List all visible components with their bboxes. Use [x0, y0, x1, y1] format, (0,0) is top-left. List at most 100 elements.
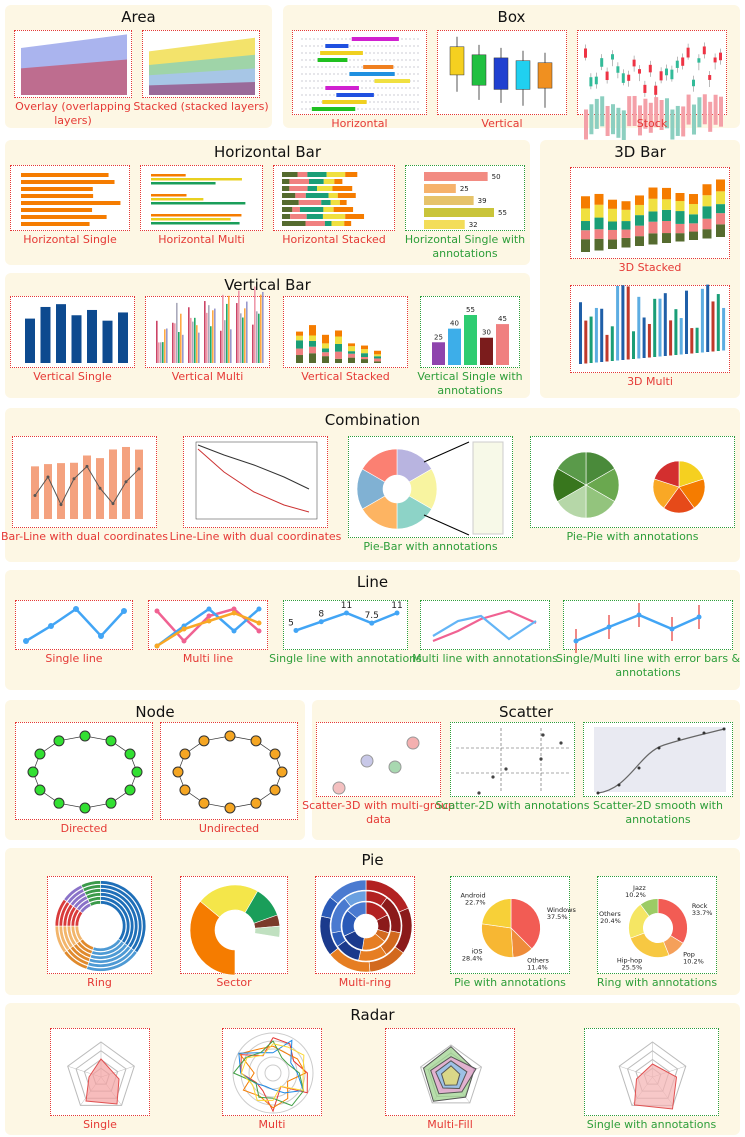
label: Others — [527, 956, 549, 964]
shape — [697, 97, 702, 128]
shape — [638, 105, 642, 136]
shape — [21, 59, 127, 95]
shape — [244, 308, 246, 363]
shape — [608, 229, 617, 240]
shape — [296, 331, 303, 336]
shape — [419, 1044, 483, 1104]
shape — [719, 96, 723, 127]
dot — [269, 784, 281, 796]
shape — [589, 77, 593, 87]
caption: Vertical Single with annotations — [417, 370, 523, 397]
shape — [151, 174, 186, 177]
shape — [118, 312, 128, 363]
shape — [692, 79, 695, 87]
thumbnail — [563, 600, 733, 653]
thumbnail — [283, 296, 408, 368]
dot — [541, 733, 545, 737]
line — [238, 1039, 304, 1094]
shape — [335, 351, 342, 359]
shape — [702, 218, 712, 230]
thumbnail — [570, 284, 730, 373]
shape — [361, 345, 368, 350]
dot — [98, 486, 102, 490]
shape — [309, 340, 316, 347]
shape — [102, 320, 113, 363]
shape — [685, 290, 688, 354]
thumbnail — [15, 722, 153, 820]
label: Pop — [683, 951, 695, 959]
shape — [311, 107, 356, 111]
shape — [579, 302, 582, 364]
dot — [596, 791, 600, 795]
shape — [616, 66, 620, 73]
shape — [584, 48, 587, 58]
shape — [151, 222, 240, 225]
label: Others — [599, 910, 621, 918]
shape — [608, 239, 617, 249]
dot — [172, 766, 184, 778]
slice — [344, 890, 367, 907]
shape — [322, 356, 329, 363]
dot — [224, 730, 236, 742]
shape — [210, 326, 212, 363]
shape — [635, 225, 644, 237]
caption: Multi-Fill — [427, 1118, 473, 1131]
shape — [348, 357, 355, 363]
shape — [282, 186, 290, 191]
shape — [440, 1065, 461, 1086]
shape — [669, 320, 673, 356]
thumbnail — [47, 876, 152, 974]
shape — [348, 346, 355, 352]
dot — [231, 628, 237, 634]
shape — [662, 233, 671, 243]
slice — [361, 448, 398, 483]
shape — [643, 84, 647, 93]
dot — [606, 624, 612, 630]
shape — [320, 51, 363, 55]
shape — [621, 285, 625, 360]
dot — [121, 608, 127, 614]
shape — [240, 313, 242, 363]
shape — [322, 352, 329, 357]
shape — [621, 201, 631, 210]
shape — [149, 82, 255, 95]
thumbnail — [142, 30, 260, 98]
shape — [135, 449, 143, 519]
line — [25, 607, 125, 643]
shape — [282, 179, 290, 184]
shape — [21, 201, 121, 205]
shape — [472, 441, 504, 535]
dot — [27, 766, 39, 778]
shape — [708, 75, 712, 80]
dot — [360, 754, 374, 768]
shape — [594, 217, 604, 230]
shape — [686, 94, 691, 125]
label: 55 — [498, 209, 507, 217]
caption: Multi line — [182, 652, 234, 665]
shape — [309, 335, 316, 341]
dot — [231, 606, 237, 612]
shape — [674, 309, 678, 355]
bar — [448, 328, 461, 365]
bar — [432, 342, 445, 365]
shape — [332, 186, 353, 191]
shape — [228, 295, 230, 363]
shape — [190, 317, 192, 363]
shape — [290, 214, 307, 219]
dot — [539, 757, 543, 761]
dot — [332, 781, 346, 795]
shape — [697, 58, 701, 63]
label: 28.4% — [462, 954, 483, 962]
thumbnail — [10, 165, 130, 231]
dot — [504, 767, 508, 771]
label: 8 — [318, 610, 324, 620]
label: 11 — [391, 601, 402, 611]
shape — [702, 195, 712, 207]
section-title: Scatter — [498, 703, 554, 721]
thumbnail — [148, 600, 268, 650]
shape — [374, 79, 411, 83]
shape — [339, 200, 347, 205]
shape — [305, 193, 329, 198]
shape — [670, 109, 675, 140]
caption: Scatter-3D with multi-group data — [302, 799, 455, 826]
